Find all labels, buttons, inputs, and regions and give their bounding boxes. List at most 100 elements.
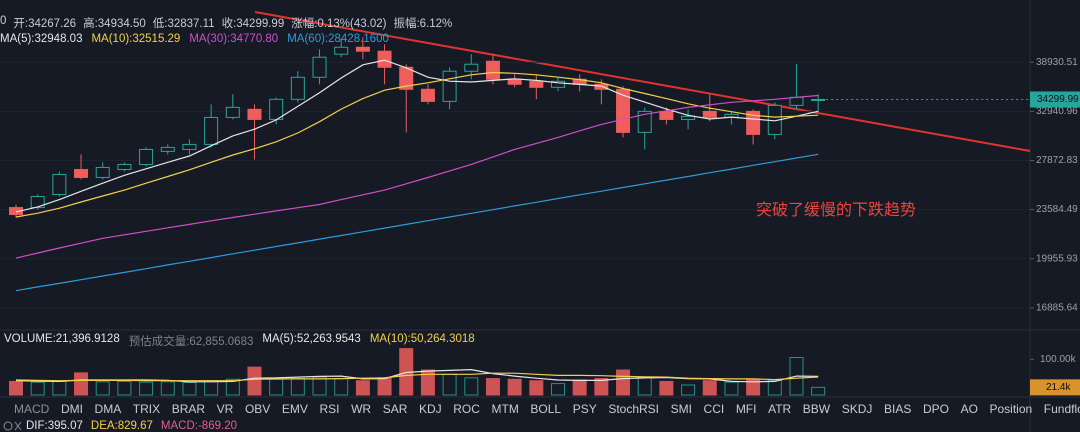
legend-entry: MA(60):28428.1600 xyxy=(287,33,389,45)
candle-body xyxy=(139,148,154,165)
indicator-tab[interactable]: DPO xyxy=(922,402,949,416)
volume-bar xyxy=(529,380,544,396)
legend-entry: MA(10):50,264.3018 xyxy=(369,333,475,345)
candle-body xyxy=(95,166,110,178)
indicator-tab[interactable]: ROC xyxy=(453,402,480,416)
volume-bar xyxy=(659,380,674,396)
candle-body xyxy=(616,88,631,133)
candle-body xyxy=(659,110,674,120)
candle-body xyxy=(551,80,565,88)
settings-icon[interactable] xyxy=(3,421,13,431)
indicator-tab[interactable]: KDJ xyxy=(418,402,442,416)
volume-tag-label: 21.4k xyxy=(1046,382,1071,393)
volume-bar xyxy=(355,380,370,396)
candle-body xyxy=(74,169,89,178)
macd-value: DEA:829.67 xyxy=(90,420,153,432)
candle-body xyxy=(182,143,197,150)
indicator-tab[interactable]: StochRSI xyxy=(608,402,660,416)
candle-body xyxy=(312,56,327,78)
annotation: 突破了缓慢的下跌趋势 xyxy=(756,202,917,219)
volume-bar xyxy=(204,380,219,396)
info-item: 0 xyxy=(0,15,7,27)
volume-bar xyxy=(594,378,609,396)
ma-legend: MA(5):32948.03 MA(10):32515.29 MA(30):3477… xyxy=(0,33,389,45)
y-tick-label: 23584.49 xyxy=(1036,204,1078,215)
indicator-tab[interactable]: SKDJ xyxy=(841,402,873,416)
indicator-tab[interactable]: Fundflow xyxy=(1043,402,1080,416)
ma-line xyxy=(15,372,819,382)
indicator-tab[interactable]: EMV xyxy=(281,402,308,416)
ma-line xyxy=(15,71,819,218)
candle-body xyxy=(247,108,262,120)
volume-bar xyxy=(811,386,826,396)
volume-bar xyxy=(30,381,45,396)
volume-bar xyxy=(681,384,696,396)
indicator-tab[interactable]: BIAS xyxy=(884,402,912,416)
candle-body xyxy=(594,83,609,90)
volume-bar xyxy=(160,381,175,396)
candle-body xyxy=(442,70,457,102)
indicator-tab[interactable]: SMI xyxy=(670,402,692,416)
indicator-tab[interactable]: TRIX xyxy=(132,402,161,416)
indicator-tab[interactable]: DMA xyxy=(94,402,122,416)
indicator-tab[interactable]: SAR xyxy=(382,402,408,416)
ma-line xyxy=(15,94,819,259)
indicator-tab[interactable]: CCI xyxy=(703,402,725,416)
y-tick-label: 19955.93 xyxy=(1036,253,1078,264)
volume-bar xyxy=(485,378,500,396)
indicator-tab[interactable]: RSI xyxy=(319,402,340,416)
candle-body xyxy=(529,80,544,88)
indicator-tab[interactable]: BOLL xyxy=(530,402,562,416)
volume-bar xyxy=(616,369,631,396)
volume-bar xyxy=(74,372,89,396)
indicator-tab[interactable]: ATR xyxy=(768,402,792,416)
volume-bar xyxy=(420,369,435,396)
candle-body xyxy=(52,173,67,195)
volume-bar xyxy=(182,382,197,396)
volume-bar xyxy=(464,377,479,396)
volume-bar xyxy=(334,378,349,396)
indicator-tab[interactable]: PSY xyxy=(572,402,597,416)
volume-bar xyxy=(117,380,132,396)
close-icon[interactable] xyxy=(14,421,22,431)
macd-value: MACD:-869.20 xyxy=(160,420,237,432)
indicator-tab[interactable]: MFI xyxy=(735,402,757,416)
legend-entry: MA(5):32948.03 xyxy=(0,33,83,45)
candle-body xyxy=(681,115,696,120)
indicator-tab[interactable]: MACD xyxy=(14,402,50,416)
legend-entry: MA(30):34770.80 xyxy=(189,33,279,45)
info-item: 低:32837.11 xyxy=(152,18,215,30)
volume-bar xyxy=(507,378,522,396)
indicator-tab[interactable]: BBW xyxy=(802,402,831,416)
volume-bar xyxy=(572,379,587,396)
candle-body xyxy=(30,195,45,209)
indicator-tab[interactable]: MTM xyxy=(491,402,519,416)
candle-body xyxy=(117,163,132,171)
info-item: 收:34299.99 xyxy=(221,18,285,30)
volume-bar xyxy=(247,366,262,396)
volume-bar xyxy=(95,381,110,396)
candle-body xyxy=(225,106,240,118)
indicator-tab[interactable]: AO xyxy=(960,402,978,416)
indicator-tab[interactable]: OBV xyxy=(244,402,271,416)
price-tag xyxy=(1030,91,1080,108)
volume-bar xyxy=(312,376,327,396)
indicator-tab[interactable]: BRAR xyxy=(171,402,206,416)
y-tick-label: 16885.64 xyxy=(1036,302,1078,313)
volume-bar xyxy=(225,378,240,396)
indicator-tab[interactable]: Position xyxy=(989,402,1033,416)
indicator-tab[interactable]: VR xyxy=(216,402,234,416)
legend-entry: 预估成交量:62,855.0683 xyxy=(128,336,254,348)
candle-body xyxy=(160,146,175,152)
candle-body xyxy=(464,63,479,72)
volume-bar xyxy=(702,380,717,396)
legend-entry: MA(10):32515.29 xyxy=(91,33,181,45)
indicator-tab[interactable]: WR xyxy=(351,402,372,416)
candle-body xyxy=(420,88,435,102)
volume-bar xyxy=(9,380,23,396)
info-item: 涨幅:0.13%(43.02) xyxy=(291,18,387,30)
indicator-tab[interactable]: DMI xyxy=(60,402,83,416)
candle-body xyxy=(9,207,23,216)
